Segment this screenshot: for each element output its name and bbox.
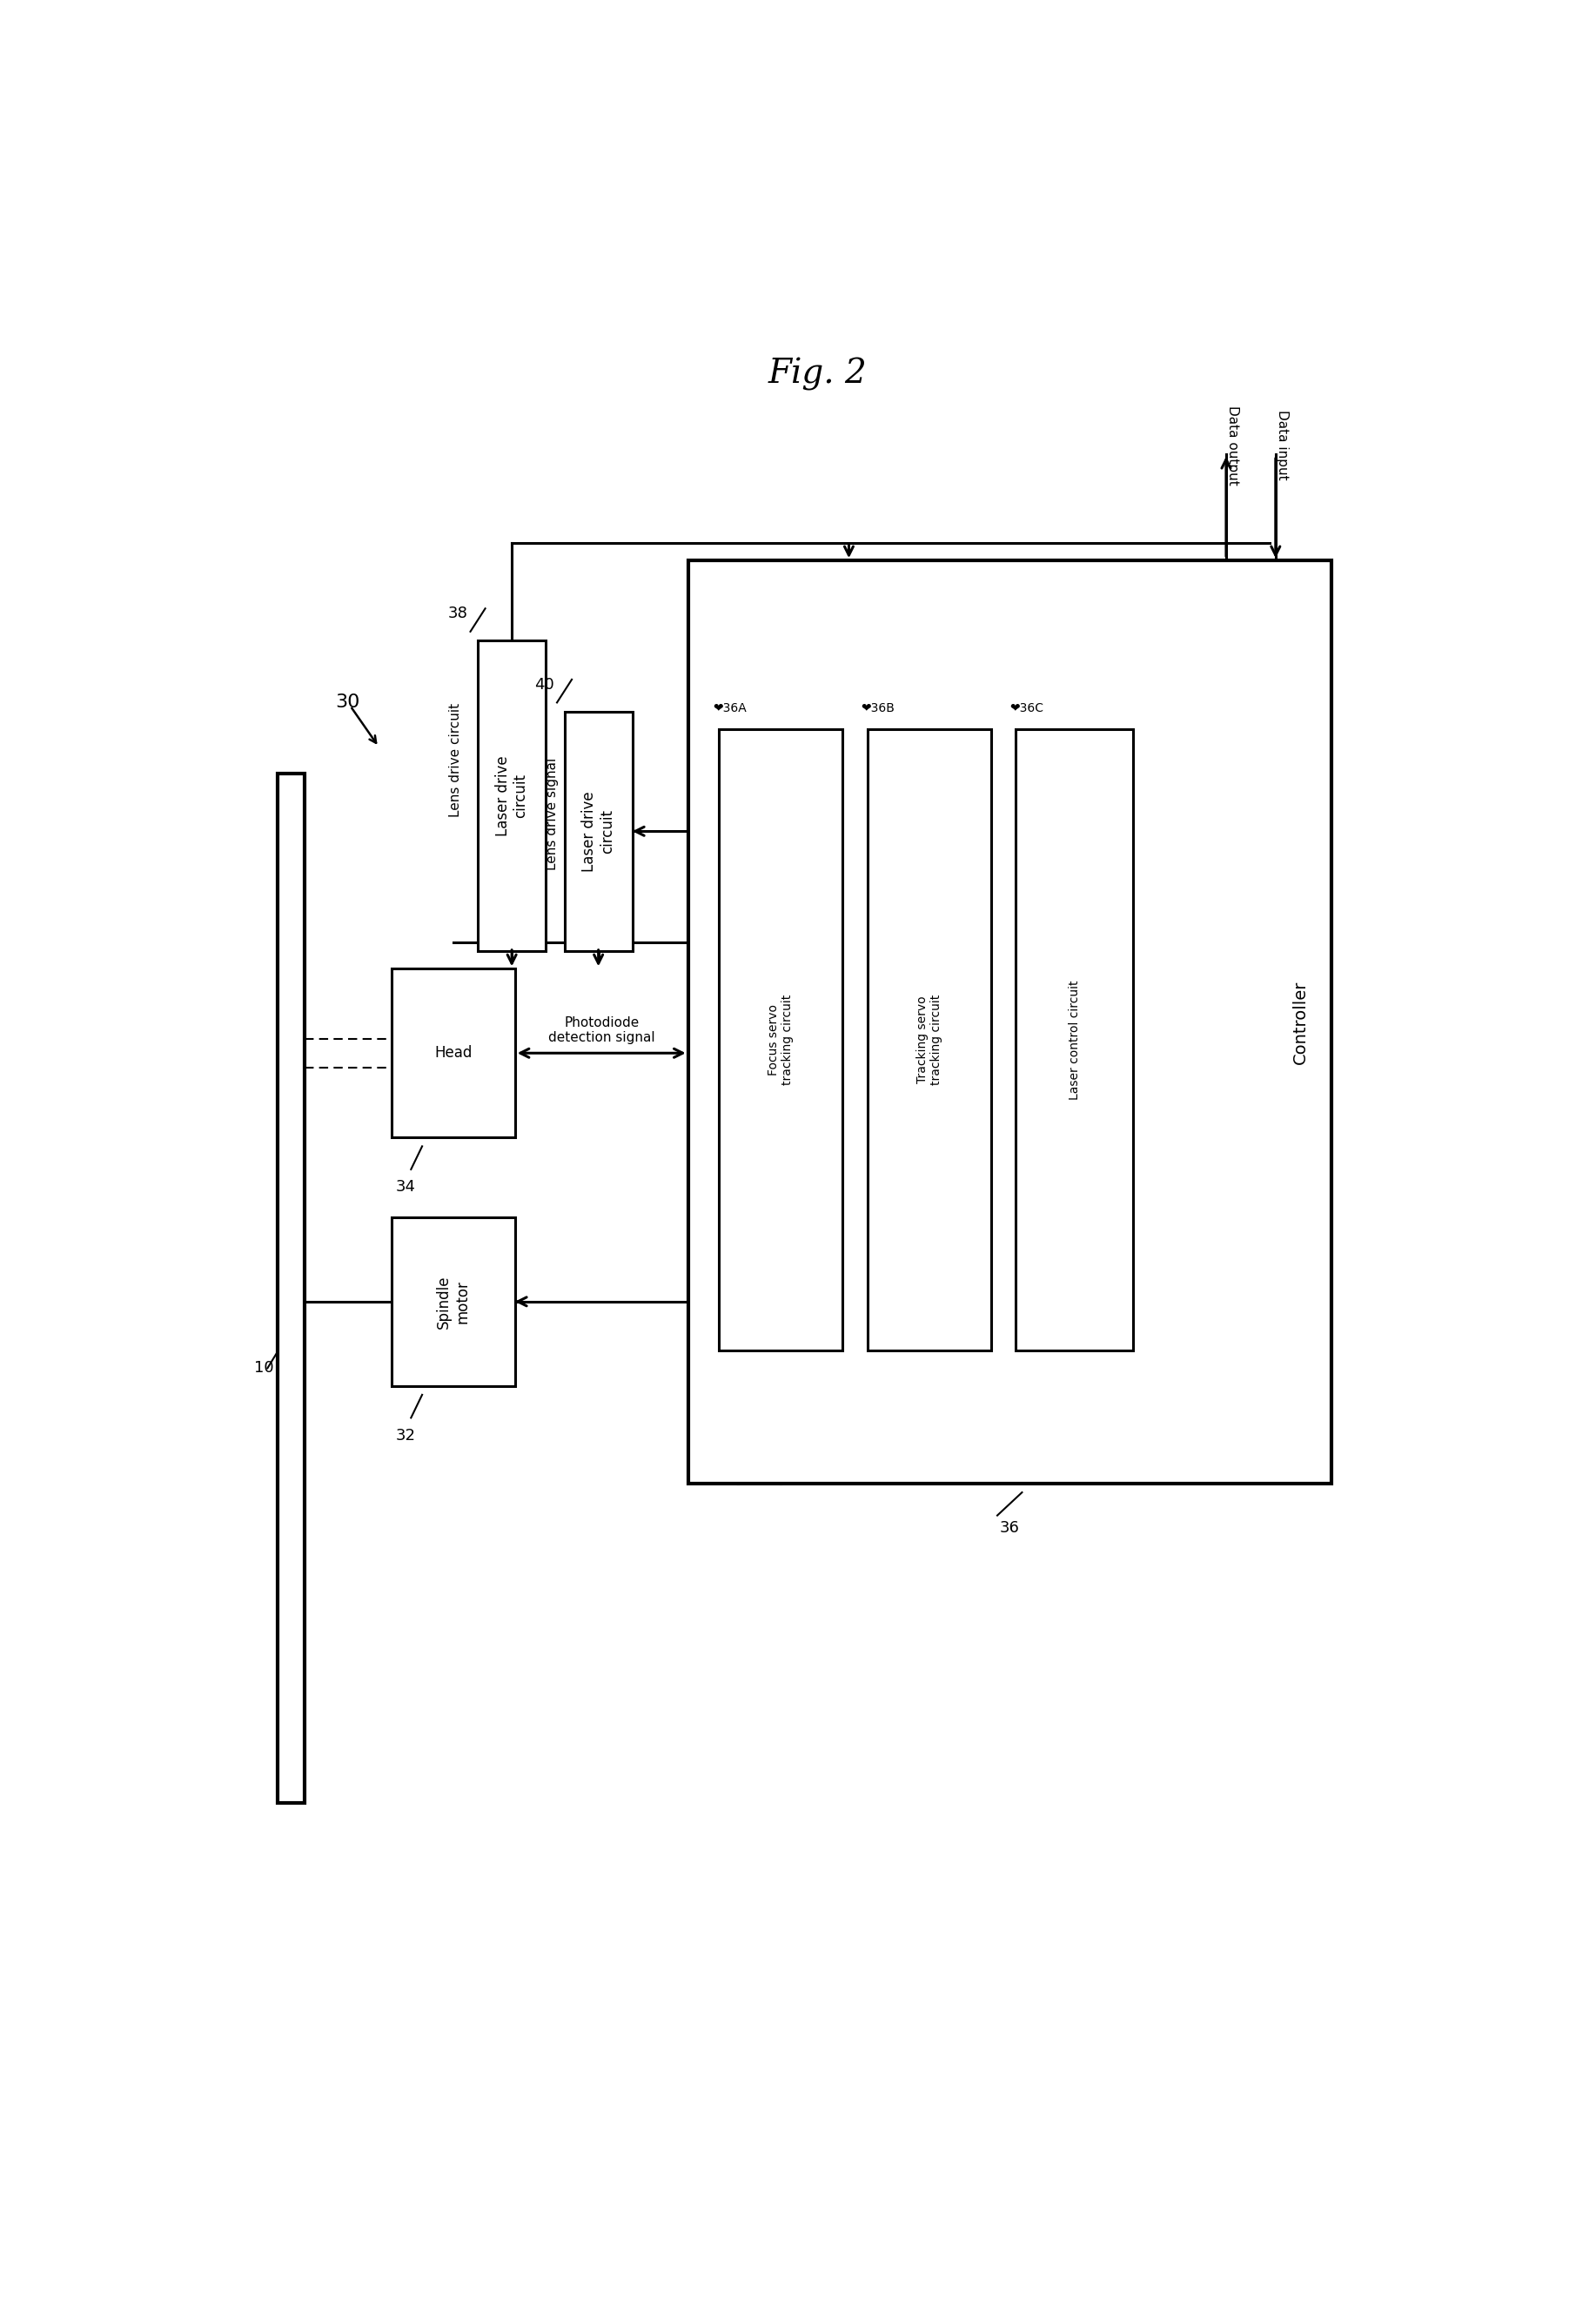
Text: Tracking servo
tracking circuit: Tracking servo tracking circuit <box>916 993 942 1086</box>
Text: Photodiode
detection signal: Photodiode detection signal <box>547 1017 654 1044</box>
Text: Head: Head <box>434 1044 472 1060</box>
Bar <box>1017 728 1133 1351</box>
Text: Lens drive signal: Lens drive signal <box>546 758 559 869</box>
Text: ❤36B: ❤36B <box>862 701 895 715</box>
Text: Data input: Data input <box>1275 410 1288 479</box>
Bar <box>391 1217 516 1385</box>
Text: Lens drive circuit: Lens drive circuit <box>448 703 463 818</box>
Text: Data output: Data output <box>1226 406 1238 484</box>
Text: Controller: Controller <box>1293 980 1309 1065</box>
Text: Laser control circuit: Laser control circuit <box>1068 980 1080 1099</box>
Text: 36: 36 <box>999 1519 1020 1535</box>
Text: ❤36C: ❤36C <box>1010 701 1044 715</box>
Text: 30: 30 <box>335 694 361 712</box>
Bar <box>391 968 516 1136</box>
Text: 10: 10 <box>254 1360 273 1376</box>
Text: ❤36A: ❤36A <box>713 701 747 715</box>
Text: 40: 40 <box>535 678 554 691</box>
Text: 32: 32 <box>396 1427 417 1443</box>
Text: Laser drive
circuit: Laser drive circuit <box>495 756 528 837</box>
Bar <box>565 712 632 952</box>
Text: Laser drive
circuit: Laser drive circuit <box>581 791 616 871</box>
Bar <box>278 774 305 1803</box>
Bar <box>868 728 991 1351</box>
Text: 34: 34 <box>396 1180 417 1194</box>
Bar <box>720 728 843 1351</box>
Text: Focus servo
tracking circuit: Focus servo tracking circuit <box>768 993 793 1086</box>
Text: Spindle
motor: Spindle motor <box>436 1275 469 1328</box>
Bar <box>688 560 1331 1484</box>
Text: 38: 38 <box>448 606 468 622</box>
Bar <box>477 641 546 952</box>
Text: Fig. 2: Fig. 2 <box>768 357 868 392</box>
